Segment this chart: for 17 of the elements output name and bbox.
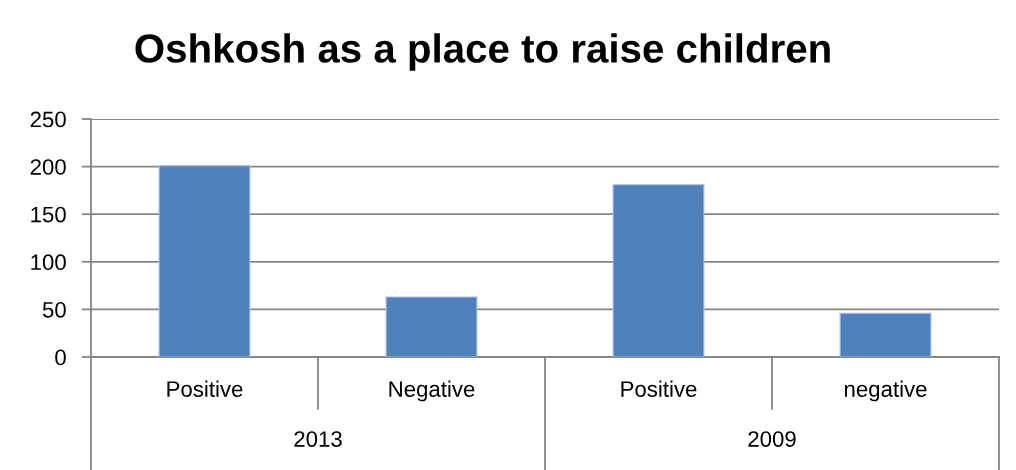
bar (158, 165, 251, 357)
bar (839, 312, 932, 357)
bar (612, 184, 705, 357)
y-tick-label: 100 (31, 254, 66, 271)
y-tick-label: 150 (31, 206, 66, 223)
y-tick-label: 50 (42, 301, 66, 318)
y-tick-label: 200 (30, 159, 66, 175)
x-tick-label: Negative (389, 380, 475, 402)
text: 2009 (748, 431, 796, 447)
text: 2013 (294, 431, 342, 447)
chart-title: Oshkosh as a place to raise children (135, 33, 830, 71)
bar (385, 296, 478, 357)
x-tick-label: Positive (621, 380, 697, 397)
x-tick-label: Positive (167, 380, 243, 397)
y-tick-label: 250 (30, 111, 66, 128)
x-tick-label: negative (844, 380, 927, 402)
y-tick-label: 0 (55, 349, 66, 366)
